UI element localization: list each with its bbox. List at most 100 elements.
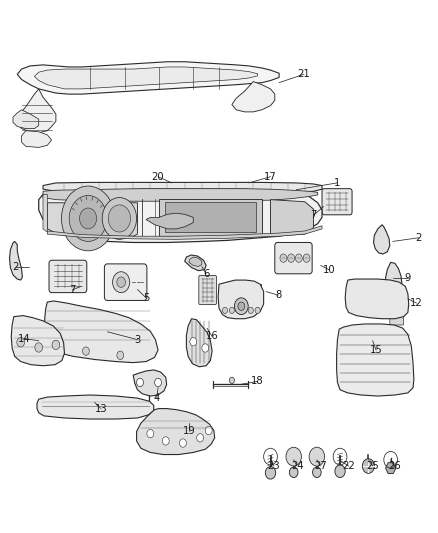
Circle shape [102,198,137,239]
Polygon shape [218,280,264,319]
Circle shape [265,466,276,479]
Polygon shape [374,225,390,254]
Polygon shape [45,301,158,362]
Circle shape [286,447,301,466]
Circle shape [205,426,212,435]
Text: 2: 2 [415,233,422,243]
Circle shape [197,434,204,442]
Polygon shape [232,82,275,112]
Circle shape [290,467,298,478]
Circle shape [288,254,294,262]
Circle shape [117,277,125,287]
Polygon shape [39,189,322,243]
Circle shape [17,337,25,347]
Circle shape [362,459,374,473]
Circle shape [35,343,42,352]
Circle shape [82,347,89,356]
Text: 8: 8 [275,290,281,300]
FancyBboxPatch shape [49,260,87,293]
Polygon shape [17,62,279,94]
Polygon shape [166,201,256,232]
Polygon shape [21,131,52,148]
Circle shape [230,377,234,384]
Circle shape [117,351,124,359]
FancyBboxPatch shape [350,286,404,311]
Polygon shape [345,279,409,319]
Text: 20: 20 [152,172,164,182]
FancyBboxPatch shape [104,264,147,301]
Circle shape [234,298,248,314]
FancyBboxPatch shape [92,72,106,83]
Text: 27: 27 [314,461,327,471]
FancyBboxPatch shape [275,243,312,274]
Text: 4: 4 [154,393,160,403]
Text: 21: 21 [297,69,311,79]
Circle shape [180,439,187,447]
Polygon shape [385,262,402,290]
Text: 24: 24 [291,461,304,471]
Text: 5: 5 [143,293,149,303]
Polygon shape [43,189,318,201]
Text: 1: 1 [334,178,340,188]
Circle shape [190,337,197,346]
Text: 3: 3 [134,335,141,345]
Polygon shape [17,89,56,133]
Text: 6: 6 [203,269,209,279]
Polygon shape [35,67,258,89]
FancyBboxPatch shape [322,189,352,215]
Text: 16: 16 [206,332,219,342]
Polygon shape [159,199,262,236]
FancyBboxPatch shape [199,276,216,305]
Circle shape [313,467,321,478]
Polygon shape [385,463,396,473]
Circle shape [113,272,130,293]
Circle shape [69,196,107,241]
Polygon shape [13,110,39,128]
Text: 2: 2 [12,262,18,271]
FancyBboxPatch shape [390,317,403,325]
Text: 23: 23 [268,461,280,471]
Text: 26: 26 [388,461,400,471]
Circle shape [303,254,310,262]
Text: 13: 13 [95,403,107,414]
Circle shape [230,307,234,313]
Text: 9: 9 [405,273,411,283]
Text: 17: 17 [264,172,277,182]
Polygon shape [133,370,166,396]
Circle shape [57,341,64,349]
FancyBboxPatch shape [361,336,391,361]
Circle shape [137,378,144,386]
Polygon shape [146,213,193,229]
Circle shape [255,307,260,313]
Circle shape [280,254,287,262]
Text: 12: 12 [410,298,423,308]
Text: 7: 7 [69,285,75,295]
Circle shape [80,208,97,229]
Circle shape [162,437,169,445]
Circle shape [52,340,60,350]
Text: 14: 14 [18,334,30,344]
Polygon shape [185,255,206,271]
Circle shape [238,302,245,310]
Text: 10: 10 [322,264,335,274]
Text: 15: 15 [370,345,382,355]
Polygon shape [10,241,22,280]
Polygon shape [43,195,47,232]
Circle shape [61,186,115,251]
Polygon shape [337,324,414,396]
Text: 22: 22 [342,461,355,471]
FancyBboxPatch shape [220,72,235,83]
Circle shape [147,430,154,438]
Circle shape [223,307,228,313]
Polygon shape [11,316,64,366]
Polygon shape [271,200,314,236]
Polygon shape [37,395,154,419]
Circle shape [335,465,345,478]
FancyBboxPatch shape [222,284,261,299]
Polygon shape [43,182,322,193]
FancyBboxPatch shape [159,72,176,83]
Circle shape [202,344,208,352]
Circle shape [309,447,325,466]
Circle shape [295,254,302,262]
Polygon shape [187,319,212,367]
